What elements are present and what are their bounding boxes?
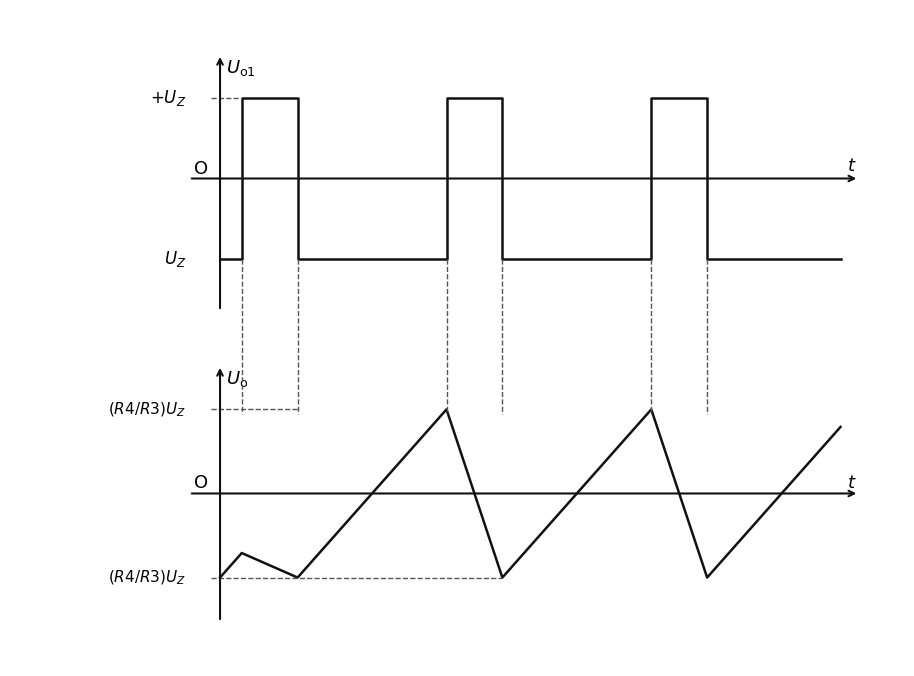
Text: $U_{\mathrm{o1}}$: $U_{\mathrm{o1}}$ (227, 58, 256, 78)
Text: O: O (194, 160, 208, 178)
Text: $(R4/R3)U_Z$: $(R4/R3)U_Z$ (108, 569, 186, 587)
Text: $t$: $t$ (846, 474, 856, 491)
Text: O: O (194, 474, 208, 491)
Text: $(R4/R3)U_Z$: $(R4/R3)U_Z$ (108, 400, 186, 418)
Text: $t$: $t$ (846, 158, 856, 175)
Text: $U_Z$: $U_Z$ (164, 249, 186, 269)
Text: $+U_Z$: $+U_Z$ (150, 89, 186, 108)
Text: $U_{\mathrm{o}}$: $U_{\mathrm{o}}$ (227, 368, 249, 389)
